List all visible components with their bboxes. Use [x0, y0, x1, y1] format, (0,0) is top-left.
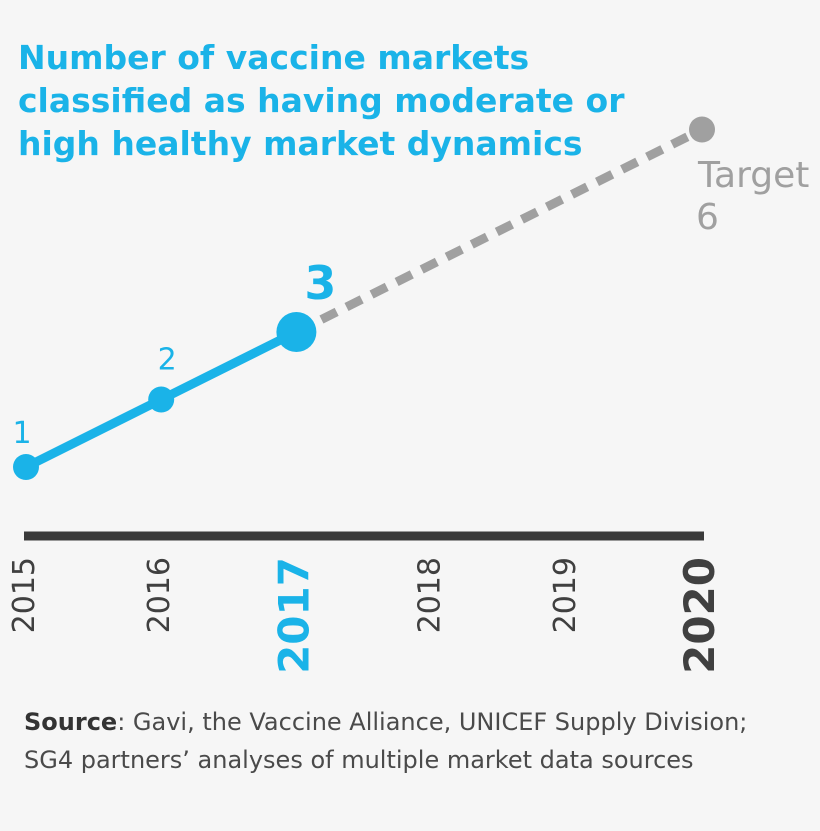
source-label: Source: [24, 708, 118, 736]
x-tick-2017: 2017: [269, 557, 318, 674]
x-tick-2015: 2015: [7, 557, 42, 633]
chart-title: Number of vaccine markets classified as …: [18, 38, 625, 163]
data-label-2015: 1: [12, 416, 31, 451]
data-point-2016: [148, 386, 175, 413]
x-tick-2018: 2018: [413, 557, 448, 633]
target-point: [689, 116, 715, 143]
source-note: Source: Gavi, the Vaccine Alliance, UNIC…: [24, 703, 764, 779]
data-label-2016: 2: [158, 343, 177, 378]
x-tick-2019: 2019: [548, 557, 583, 633]
target-line: [294, 125, 705, 337]
source-text: : Gavi, the Vaccine Alliance, UNICEF Sup…: [24, 708, 748, 774]
data-point-2015: [13, 454, 39, 480]
data-point-2017: [276, 312, 317, 352]
x-tick-2016: 2016: [142, 557, 177, 633]
data-label-2017: 3: [304, 256, 336, 310]
target-annotation: Target: [697, 155, 809, 196]
x-tick-2020: 2020: [675, 557, 724, 674]
target-value-label: 6: [696, 197, 719, 238]
